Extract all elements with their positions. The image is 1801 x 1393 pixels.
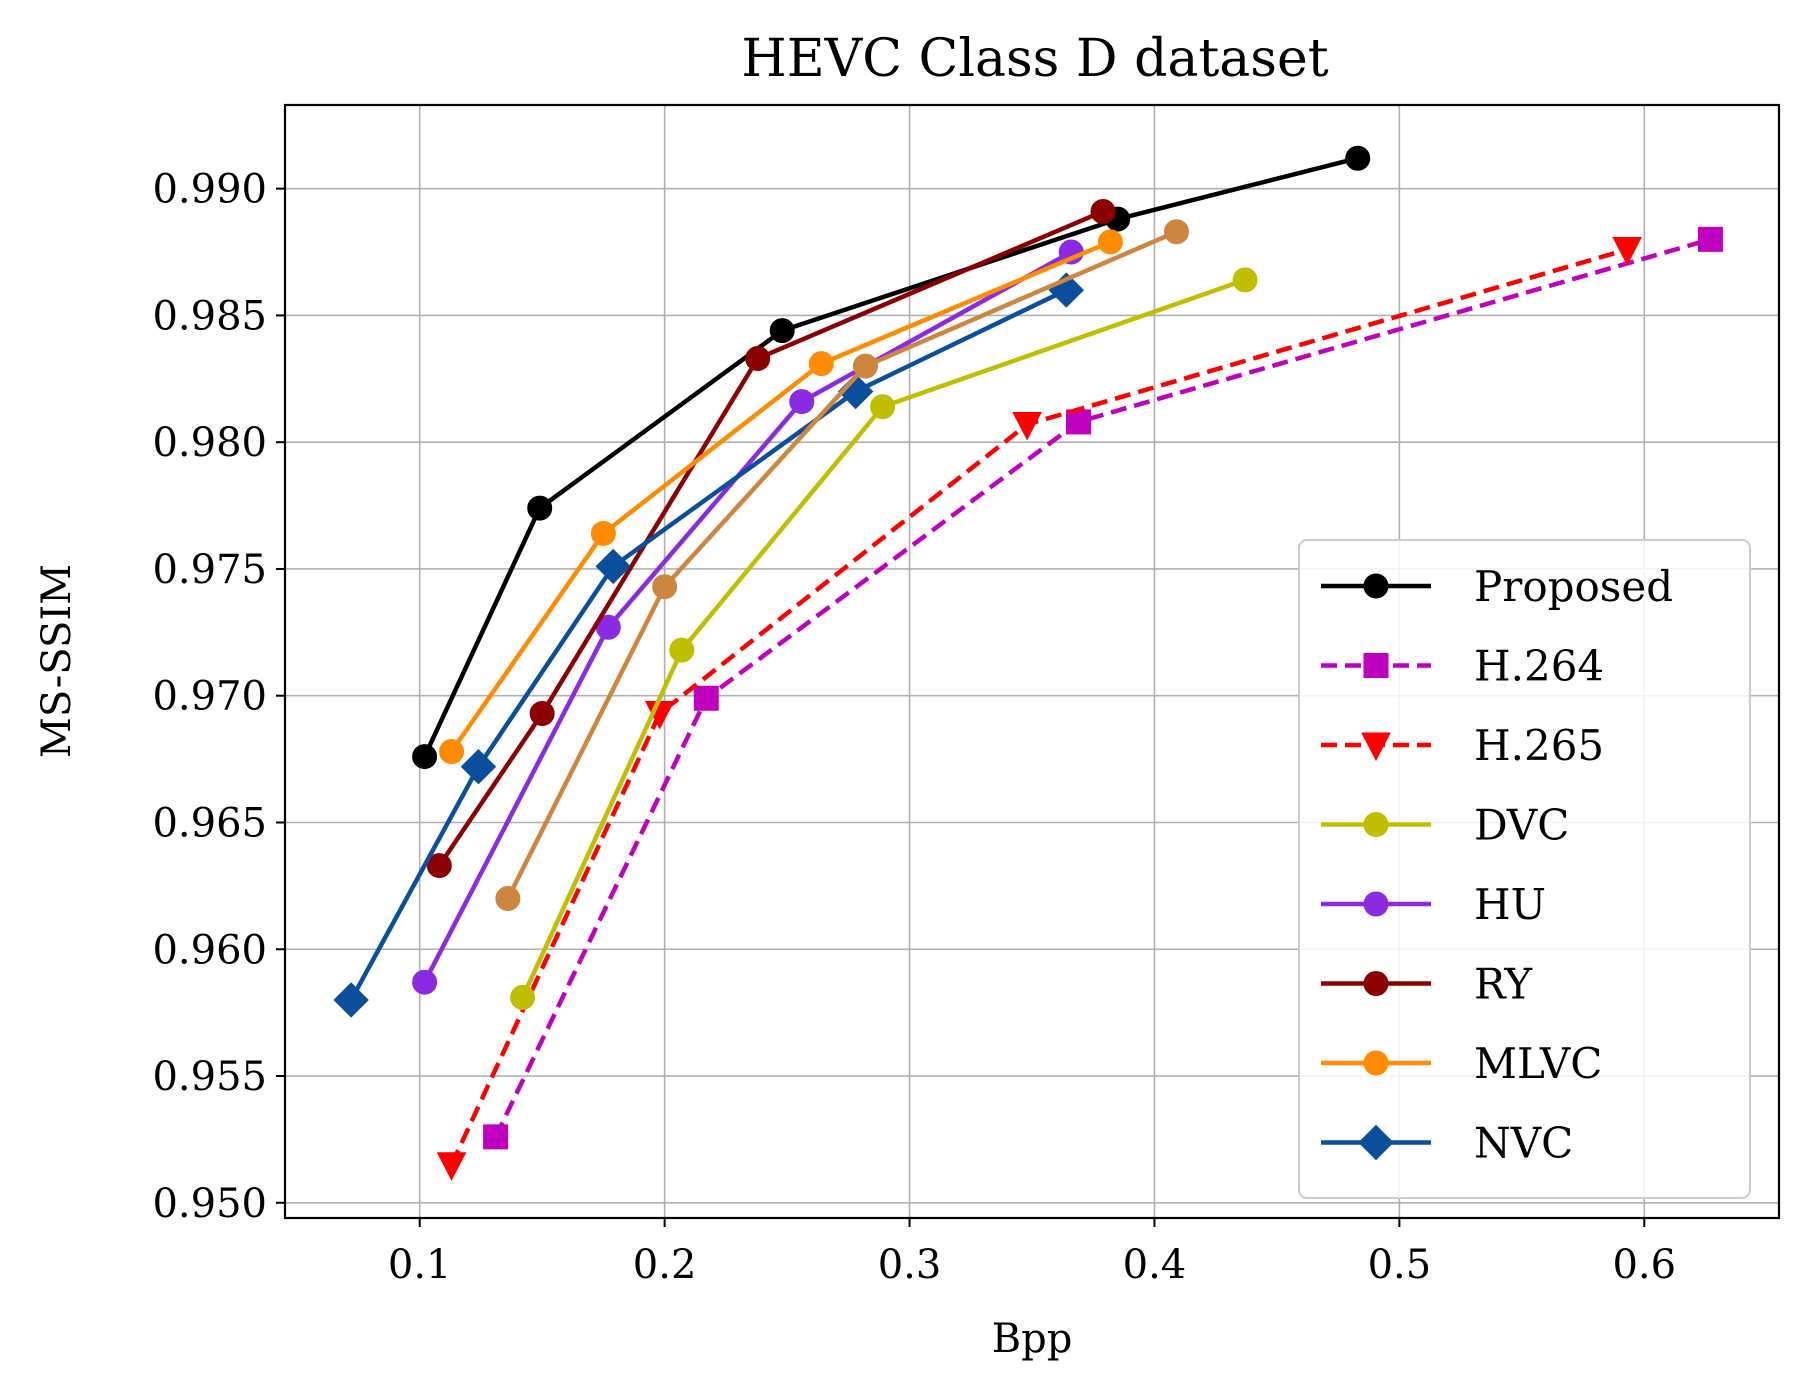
data-point xyxy=(652,574,678,600)
legend-entry-dvc: DVC xyxy=(1321,801,1569,850)
data-point xyxy=(483,1124,509,1150)
y-tick-label: 0.950 xyxy=(152,1181,267,1227)
y-tick-label: 0.990 xyxy=(152,167,267,213)
legend-box xyxy=(1298,539,1751,1199)
legend-marker xyxy=(1363,812,1389,837)
legend-label: H.265 xyxy=(1474,721,1604,770)
legend-marker xyxy=(1361,732,1391,762)
legend-entry-mlvc: MLVC xyxy=(1321,1039,1602,1088)
legend-label: H.264 xyxy=(1474,642,1604,691)
legend-label: MLVC xyxy=(1474,1039,1602,1088)
series-hu xyxy=(412,239,1084,995)
series-ry xyxy=(426,198,1116,879)
legend-entry-ry: RY xyxy=(1321,960,1533,1009)
x-tick-label: 0.6 xyxy=(1612,1242,1676,1288)
data-point xyxy=(852,353,878,379)
series-line-nvc xyxy=(349,288,1068,1002)
series-line-mlvc xyxy=(449,239,1112,753)
legend: Proposed H.264 H.265 DVC HU RY MLVC NVC xyxy=(1298,539,1751,1199)
legend-marker xyxy=(1363,891,1389,917)
legend-marker xyxy=(1363,653,1389,678)
plot-frame xyxy=(283,103,1781,1220)
legend-label: Proposed xyxy=(1474,562,1673,611)
data-point xyxy=(436,1152,467,1181)
series-line-ry xyxy=(437,209,1104,867)
series-line-dvc xyxy=(520,277,1246,999)
x-tick-label: 0.3 xyxy=(878,1242,942,1288)
legend-entry-hu: HU xyxy=(1321,880,1546,929)
series-h264 xyxy=(483,226,1723,1150)
legend-marker xyxy=(1363,573,1389,599)
data-point xyxy=(789,389,815,415)
legend-label: DVC xyxy=(1474,801,1569,850)
x-axis-label: Bpp xyxy=(992,1316,1073,1362)
legend-label: RY xyxy=(1474,960,1533,1009)
data-point xyxy=(529,700,555,726)
data-point xyxy=(495,886,521,912)
data-point xyxy=(595,548,631,585)
legend-marker xyxy=(1358,1124,1394,1161)
series-mlvc xyxy=(439,229,1123,765)
data-point xyxy=(1697,226,1723,252)
data-point xyxy=(333,982,369,1018)
x-tick-label: 0.4 xyxy=(1123,1242,1187,1288)
y-tick-label: 0.985 xyxy=(152,293,267,339)
data-point xyxy=(808,351,834,377)
y-tick-label: 0.960 xyxy=(152,927,267,973)
series-line-h265 xyxy=(449,247,1628,1166)
series-dvc xyxy=(510,267,1258,1010)
data-point xyxy=(870,394,896,420)
y-axis-label: MS-SSIM xyxy=(34,564,80,758)
data-point xyxy=(460,749,497,785)
data-point xyxy=(1345,145,1371,171)
y-tick-label: 0.965 xyxy=(152,800,267,846)
legend-marker xyxy=(1363,971,1389,996)
data-point xyxy=(412,744,438,770)
series-line-hu xyxy=(422,250,1073,984)
data-point xyxy=(669,637,695,663)
legend-label: HU xyxy=(1474,880,1546,929)
data-point xyxy=(439,739,465,765)
legend-entry-h264: H.264 xyxy=(1321,642,1604,691)
data-point xyxy=(510,984,536,1010)
ticks: 0.1 0.2 0.3 0.4 0.5 0.6 0.950 0.955 0.960 0.965 0.… xyxy=(152,167,1676,1288)
legend-label: NVC xyxy=(1474,1119,1573,1168)
data-point xyxy=(693,685,719,711)
series-h265 xyxy=(436,237,1642,1181)
x-tick-label: 0.5 xyxy=(1368,1242,1432,1288)
data-point xyxy=(590,520,616,546)
x-tick-label: 0.1 xyxy=(388,1242,452,1288)
data-point xyxy=(527,495,553,521)
legend-entry-proposed: Proposed xyxy=(1321,562,1673,611)
series-unlabeled xyxy=(495,219,1190,912)
legend-entry-nvc: NVC xyxy=(1321,1119,1573,1168)
chart-title: HEVC Class D dataset xyxy=(741,29,1328,89)
series-line-h264 xyxy=(493,237,1712,1138)
data-point xyxy=(1012,411,1042,441)
legend-entry-h265: H.265 xyxy=(1321,721,1604,770)
data-point xyxy=(426,853,452,879)
data-point xyxy=(1232,267,1258,293)
y-tick-label: 0.955 xyxy=(152,1054,267,1100)
y-tick-label: 0.980 xyxy=(152,420,267,466)
data-point xyxy=(1097,229,1123,255)
data-point xyxy=(1612,237,1642,266)
data-point xyxy=(1090,198,1116,224)
legend-marker xyxy=(1363,1050,1389,1076)
series-layer xyxy=(333,145,1723,1181)
series-line-unlabeled xyxy=(505,229,1178,900)
x-tick-label: 0.2 xyxy=(633,1242,697,1288)
data-point xyxy=(1164,219,1190,245)
data-point xyxy=(769,318,795,344)
y-tick-label: 0.970 xyxy=(152,674,267,720)
series-line-proposed xyxy=(422,156,1359,758)
data-point xyxy=(745,346,771,372)
data-point xyxy=(412,969,438,995)
series-proposed xyxy=(412,145,1371,770)
y-tick-label: 0.975 xyxy=(152,547,267,593)
